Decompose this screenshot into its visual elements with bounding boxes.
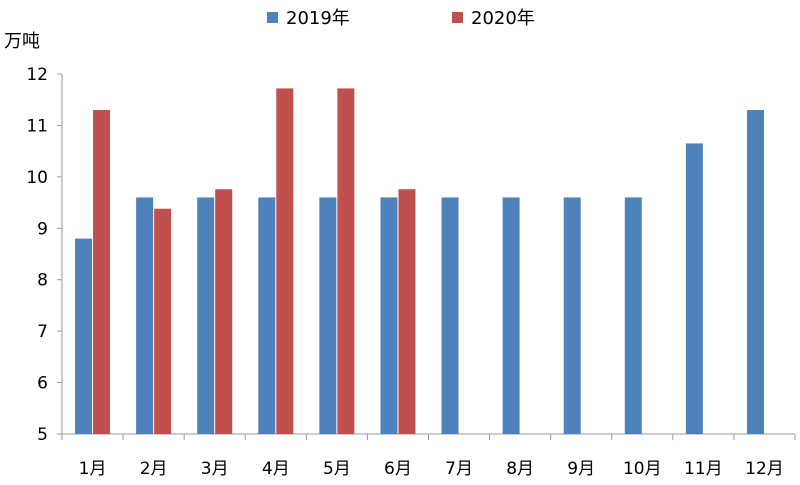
x-category-label: 4月 — [262, 459, 290, 479]
bar-2019年-1月 — [75, 238, 93, 434]
legend-label: 2019年 — [286, 8, 350, 29]
y-tick-label: 7 — [37, 322, 48, 342]
y-axis: 5 6 7 8 9 10 11 12 — [26, 65, 63, 445]
bar-2019年-10月 — [624, 197, 642, 434]
y-axis-unit-label: 万吨 — [4, 31, 40, 52]
y-tick-label: 12 — [26, 65, 48, 85]
bars — [75, 88, 764, 435]
bar-2020年-5月 — [337, 88, 355, 435]
x-category-label: 8月 — [506, 459, 534, 479]
bar-2019年-11月 — [685, 143, 703, 434]
legend: 2019年 2020年 — [267, 8, 535, 29]
bar-2019年-8月 — [502, 197, 520, 434]
legend-swatch — [267, 12, 278, 23]
bar-2020年-2月 — [154, 208, 172, 434]
bar-2019年-3月 — [197, 197, 215, 434]
x-category-label: 9月 — [567, 459, 595, 479]
x-axis: 1月 2月 3月 4月 5月 6月 7月 8月 9月 10月 11月 12月 — [61, 433, 796, 479]
x-category-label: 7月 — [445, 459, 473, 479]
y-tick-label: 8 — [37, 271, 48, 291]
bar-2019年-9月 — [563, 197, 581, 434]
bar-2020年-4月 — [276, 88, 294, 435]
y-tick-label: 11 — [26, 116, 48, 136]
x-category-label: 11月 — [684, 459, 723, 479]
x-category-label: 2月 — [140, 459, 168, 479]
x-category-label: 6月 — [384, 459, 412, 479]
x-category-label: 12月 — [745, 459, 784, 479]
y-tick-label: 5 — [37, 425, 48, 445]
y-tick-label: 9 — [37, 219, 48, 239]
bar-2019年-4月 — [258, 197, 276, 434]
bar-2019年-2月 — [136, 197, 154, 434]
bar-2019年-7月 — [441, 197, 459, 434]
bar-2019年-5月 — [319, 197, 337, 434]
legend-label: 2020年 — [471, 8, 535, 29]
bar-2020年-1月 — [93, 110, 111, 434]
bar-2019年-6月 — [380, 197, 398, 434]
x-category-label: 1月 — [79, 459, 107, 479]
x-category-label: 10月 — [623, 459, 662, 479]
x-category-label: 5月 — [323, 459, 351, 479]
bar-2019年-12月 — [746, 110, 764, 434]
bar-2020年-3月 — [215, 189, 233, 434]
bar-2020年-6月 — [398, 189, 416, 434]
legend-swatch — [452, 12, 463, 23]
x-category-label: 3月 — [201, 459, 229, 479]
y-tick-label: 6 — [37, 374, 48, 394]
y-tick-label: 10 — [26, 168, 48, 188]
